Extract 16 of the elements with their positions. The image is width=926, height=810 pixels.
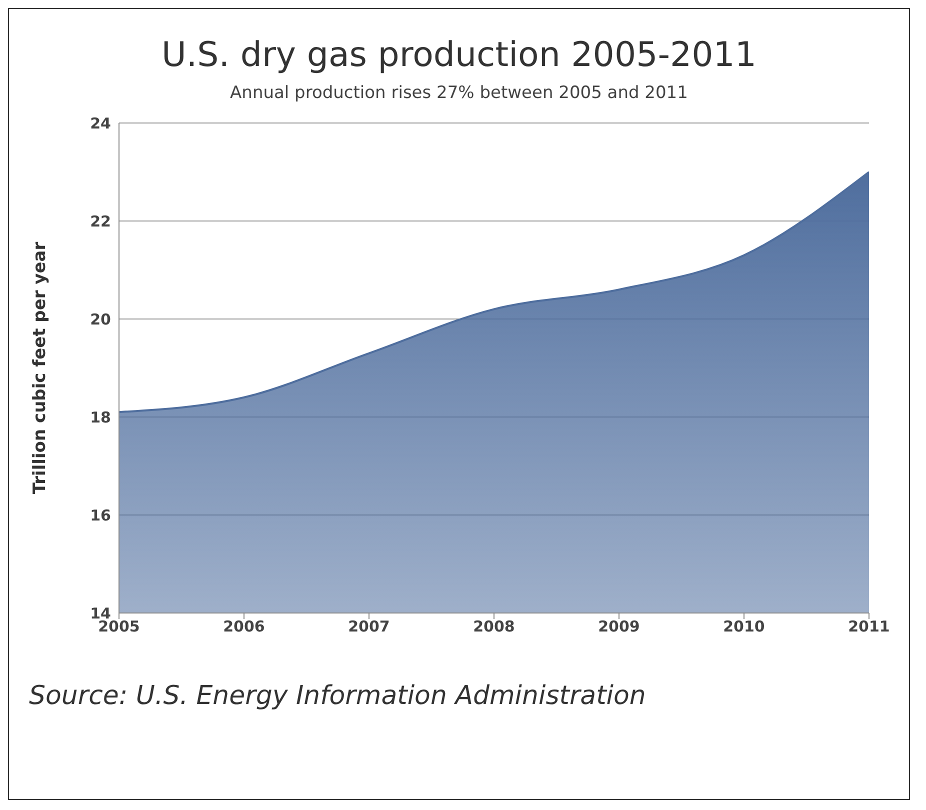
y-tick-label: 18	[90, 408, 111, 426]
x-tick-label: 2011	[848, 618, 890, 636]
x-tick-label: 2010	[723, 618, 765, 636]
y-axis-title: Trillion cubic feet per year	[30, 241, 50, 494]
x-tick-label: 2007	[348, 618, 390, 636]
x-tick-label: 2008	[473, 618, 515, 636]
y-tick-label: 16	[90, 506, 111, 524]
y-tick-label: 24	[90, 114, 111, 132]
source-note: Source: U.S. Energy Information Administration	[29, 681, 647, 711]
chart-title: U.S. dry gas production 2005-2011	[160, 35, 758, 75]
chart-subtitle: Annual production rises 27% between 2005 and 2011	[229, 83, 689, 103]
y-tick-label: 20	[90, 310, 111, 328]
x-tick-label: 2009	[598, 618, 640, 636]
x-tick-label: 2006	[223, 618, 265, 636]
x-tick-label: 2005	[98, 618, 140, 636]
y-tick-label: 22	[90, 212, 111, 230]
